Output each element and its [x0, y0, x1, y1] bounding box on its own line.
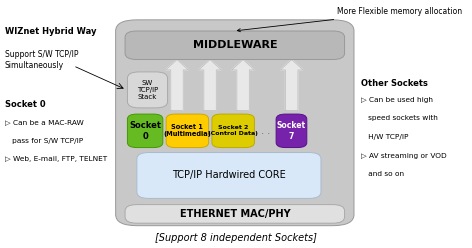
Text: More Flexible memory allocation: More Flexible memory allocation [237, 7, 463, 32]
Text: WIZnet Hybrid Way: WIZnet Hybrid Way [5, 27, 96, 36]
Polygon shape [280, 60, 303, 110]
Text: Socket
7: Socket 7 [277, 121, 306, 141]
Text: MIDDLEWARE: MIDDLEWARE [193, 40, 277, 50]
Text: SW
TCP/IP
Stack: SW TCP/IP Stack [137, 80, 158, 100]
Polygon shape [166, 60, 188, 110]
Text: speed sockets with: speed sockets with [361, 115, 438, 121]
Text: Socket 0: Socket 0 [5, 100, 45, 109]
Text: Socket 2
(Control Data): Socket 2 (Control Data) [208, 125, 258, 136]
Text: ▷ Can be used high: ▷ Can be used high [361, 97, 433, 103]
FancyBboxPatch shape [125, 31, 345, 60]
Text: pass for S/W TCP/IP: pass for S/W TCP/IP [5, 138, 83, 144]
Text: ▷ AV streaming or VOD: ▷ AV streaming or VOD [361, 153, 447, 158]
Text: Other Sockets: Other Sockets [361, 79, 428, 88]
Text: . . .: . . . [255, 126, 270, 136]
Text: Support S/W TCP/IP
Simultaneously: Support S/W TCP/IP Simultaneously [5, 50, 78, 70]
FancyBboxPatch shape [212, 114, 254, 148]
Polygon shape [199, 60, 221, 110]
FancyBboxPatch shape [127, 114, 163, 148]
FancyBboxPatch shape [116, 20, 354, 226]
FancyBboxPatch shape [125, 205, 345, 223]
FancyBboxPatch shape [166, 114, 209, 148]
FancyBboxPatch shape [276, 114, 307, 148]
Text: ▷ Can be a MAC-RAW: ▷ Can be a MAC-RAW [5, 119, 84, 125]
Text: H/W TCP/IP: H/W TCP/IP [361, 134, 409, 140]
Text: TCP/IP Hardwired CORE: TCP/IP Hardwired CORE [172, 170, 286, 181]
Text: ETHERNET MAC/PHY: ETHERNET MAC/PHY [179, 209, 290, 219]
Text: ▷ Web, E-mail, FTP, TELNET: ▷ Web, E-mail, FTP, TELNET [5, 156, 107, 162]
Text: Socket 1
(Multimedia): Socket 1 (Multimedia) [163, 124, 211, 137]
Text: and so on: and so on [361, 171, 404, 177]
Text: [Support 8 independent Sockets]: [Support 8 independent Sockets] [155, 233, 317, 243]
Text: Socket
0: Socket 0 [129, 121, 161, 141]
Polygon shape [232, 60, 254, 110]
FancyBboxPatch shape [127, 72, 168, 108]
FancyBboxPatch shape [137, 153, 321, 198]
